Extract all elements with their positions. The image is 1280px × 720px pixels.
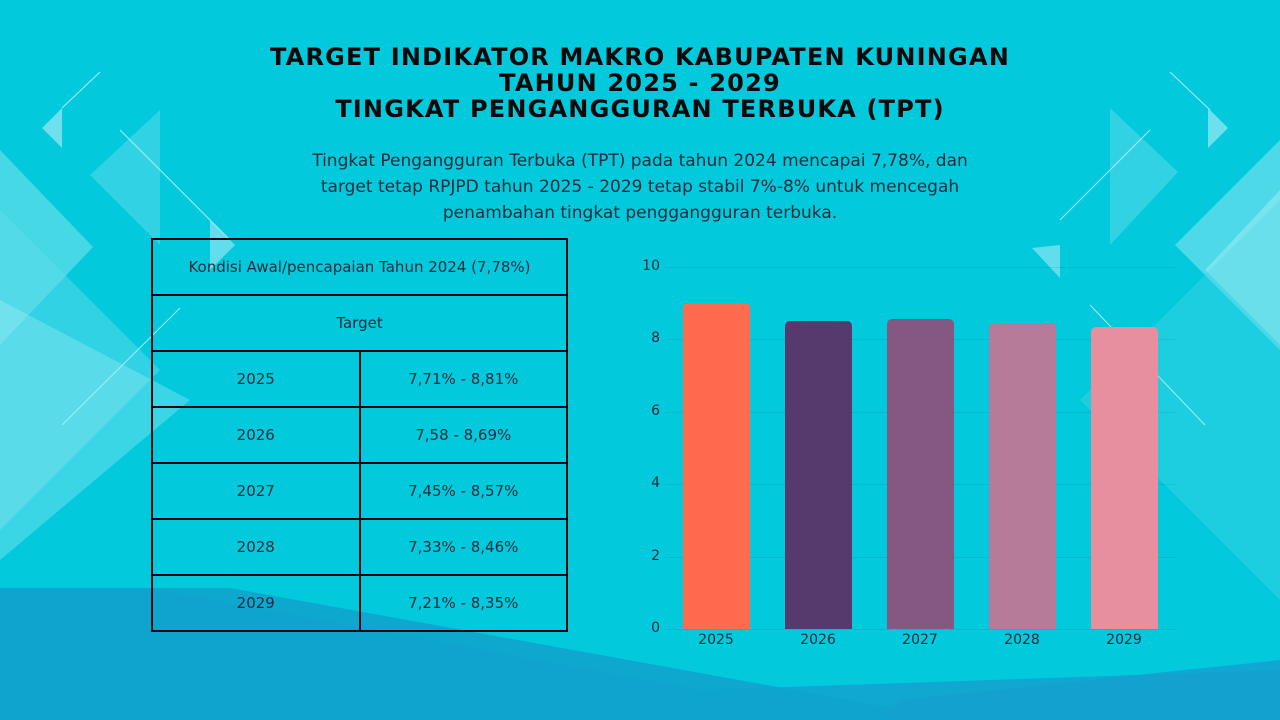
- range-cell: 7,58 - 8,69%: [358, 406, 568, 464]
- bar-2025[interactable]: [682, 303, 750, 629]
- table-row: 2026 7,58 - 8,69%: [151, 406, 568, 464]
- range-cell: 7,71% - 8,81%: [358, 350, 568, 408]
- grid-line: [665, 629, 1175, 630]
- bar-2028[interactable]: [988, 322, 1056, 629]
- table-subheader-row: Target: [151, 294, 568, 352]
- x-axis-label: 2028: [1004, 632, 1040, 648]
- range-cell: 7,33% - 8,46%: [358, 518, 568, 576]
- target-table: Kondisi Awal/pencapaian Tahun 2024 (7,78…: [151, 238, 568, 632]
- title-line-3: TINGKAT PENGANGGURAN TERBUKA (TPT): [335, 95, 945, 123]
- description-line-2: target tetap RPJPD tahun 2025 - 2029 tet…: [320, 177, 960, 197]
- y-axis-tick: 6: [651, 402, 660, 419]
- x-axis-label: 2025: [698, 632, 734, 648]
- y-axis-tick: 2: [651, 547, 660, 564]
- table-header-row: Kondisi Awal/pencapaian Tahun 2024 (7,78…: [151, 238, 568, 296]
- bar-chart: 0 2 4 6 8 10 2025 2026 2027 2028 2029: [620, 250, 1200, 660]
- table-row: 2025 7,71% - 8,81%: [151, 350, 568, 408]
- title-line-1: TARGET INDIKATOR MAKRO KABUPATEN KUNINGA…: [269, 43, 1011, 71]
- year-cell: 2029: [151, 574, 361, 632]
- range-cell: 7,21% - 8,35%: [358, 574, 568, 632]
- x-axis-label: 2027: [902, 632, 938, 648]
- x-axis-label: 2029: [1106, 632, 1142, 648]
- y-axis-tick: 4: [651, 475, 660, 492]
- grid-line: [665, 267, 1175, 268]
- range-cell: 7,45% - 8,57%: [358, 462, 568, 520]
- description-text: Tingkat Pengangguran Terbuka (TPT) pada …: [260, 148, 1020, 226]
- bar-2026[interactable]: [784, 321, 852, 629]
- y-axis-tick: 0: [651, 620, 660, 636]
- description-line-3: penambahan tingkat penggangguran terbuka…: [442, 203, 838, 223]
- year-cell: 2026: [151, 406, 361, 464]
- year-cell: 2025: [151, 350, 361, 408]
- description-line-1: Tingkat Pengangguran Terbuka (TPT) pada …: [312, 151, 968, 171]
- title-line-2: TAHUN 2025 - 2029: [499, 69, 781, 97]
- bar-2027[interactable]: [886, 318, 954, 629]
- table-row: 2028 7,33% - 8,46%: [151, 518, 568, 576]
- table-row: 2027 7,45% - 8,57%: [151, 462, 568, 520]
- y-axis-tick: 10: [642, 258, 660, 274]
- year-cell: 2027: [151, 462, 361, 520]
- x-axis-label: 2026: [800, 632, 836, 648]
- year-cell: 2028: [151, 518, 361, 576]
- page-title: TARGET INDIKATOR MAKRO KABUPATEN KUNINGA…: [0, 44, 1280, 122]
- table-subheader-cell: Target: [151, 294, 568, 352]
- table-row: 2029 7,21% - 8,35%: [151, 574, 568, 632]
- y-axis-tick: 8: [651, 330, 660, 347]
- bar-2029[interactable]: [1090, 326, 1158, 629]
- table-header-cell: Kondisi Awal/pencapaian Tahun 2024 (7,78…: [151, 238, 568, 296]
